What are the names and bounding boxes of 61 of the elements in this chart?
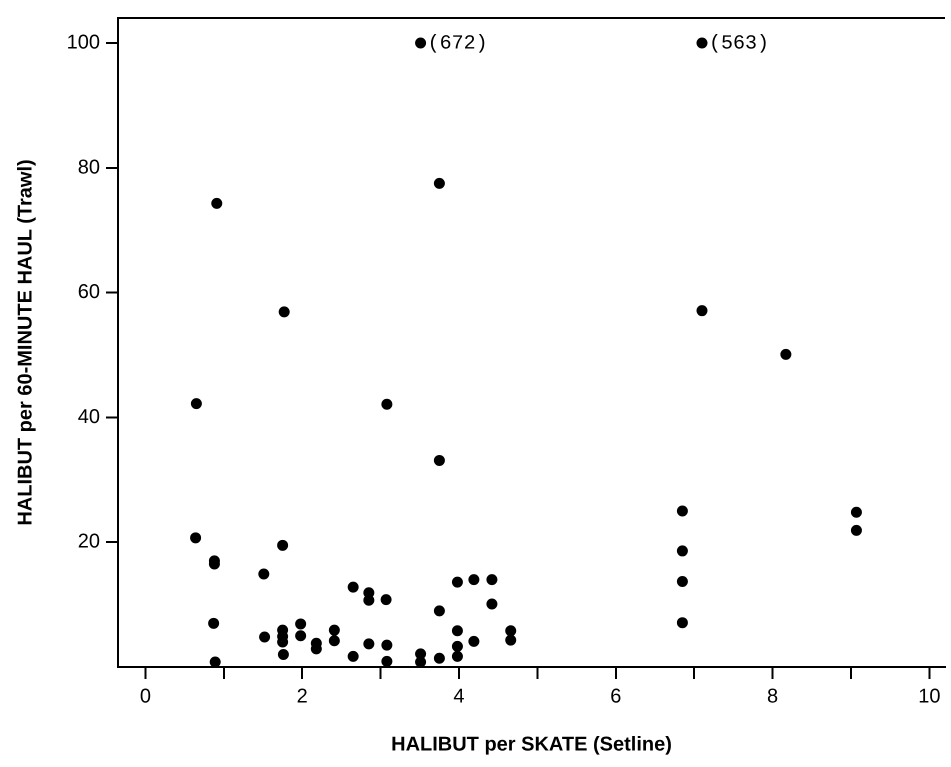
y-axis-title: HALIBUT per 60-MINUTE HAUL (Trawl) (14, 159, 37, 526)
point (676, 576, 688, 588)
point (210, 656, 221, 667)
point (278, 649, 289, 660)
annotation: (563) (708, 32, 770, 56)
point (486, 598, 498, 610)
x-tick-label: 8 (766, 686, 778, 708)
point (258, 568, 270, 580)
point (780, 348, 792, 360)
point (381, 398, 392, 410)
point (486, 574, 498, 586)
y-tick-label: 60 (78, 281, 100, 304)
point (328, 635, 340, 646)
point (452, 640, 463, 652)
point (348, 582, 359, 593)
point (468, 636, 480, 647)
point (190, 398, 202, 410)
point (211, 198, 222, 209)
point (328, 624, 340, 636)
point (208, 618, 220, 629)
point (363, 638, 374, 650)
point (696, 37, 708, 48)
x-tick-label: 2 (296, 686, 308, 708)
y-tick-label: 100 (66, 31, 100, 54)
point (380, 594, 392, 606)
point (468, 574, 480, 586)
point (850, 506, 862, 518)
point (381, 656, 392, 667)
y-tick-label: 80 (78, 156, 100, 178)
point (295, 630, 306, 642)
point (295, 618, 306, 630)
point (676, 505, 688, 516)
point (676, 545, 688, 556)
point (278, 306, 290, 318)
point (434, 454, 445, 466)
y-tick-label: 20 (78, 530, 100, 553)
point (452, 625, 463, 636)
point (277, 540, 288, 551)
point (381, 640, 392, 651)
point (434, 652, 445, 664)
x-tick-label: 6 (610, 686, 622, 708)
x-tick-label: 10 (918, 686, 940, 708)
x-tick-label: 4 (453, 686, 465, 708)
point (415, 656, 426, 667)
y-tick-label: 40 (78, 406, 100, 428)
point (676, 617, 688, 628)
point (434, 605, 445, 616)
point (505, 625, 516, 636)
point (452, 650, 463, 662)
point (452, 576, 463, 588)
x-axis-title: HALIBUT per SKATE (Setline) (391, 734, 672, 756)
point (259, 632, 270, 643)
point (415, 37, 426, 48)
x-tick-label: 0 (140, 686, 151, 708)
point (190, 532, 202, 544)
point (434, 178, 445, 189)
annotation: (672) (428, 32, 488, 56)
point (696, 305, 708, 316)
point (505, 634, 516, 646)
point (348, 650, 359, 662)
point (850, 524, 862, 536)
